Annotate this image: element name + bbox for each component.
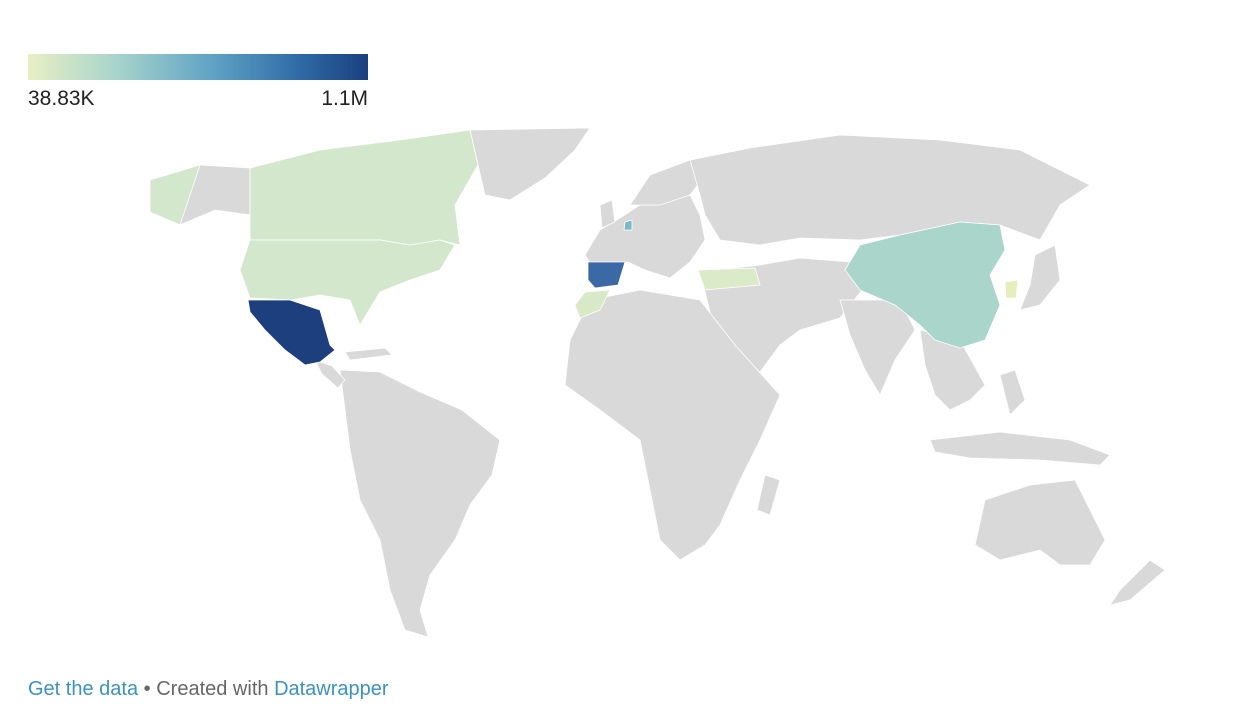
- region-indonesia[interactable]: [929, 431, 1111, 466]
- region-southeast-asia[interactable]: [919, 329, 986, 411]
- country-turkey[interactable]: [697, 267, 761, 291]
- region-central-america[interactable]: [314, 359, 346, 389]
- country-canada[interactable]: [249, 129, 479, 246]
- country-south-korea[interactable]: [1004, 279, 1019, 299]
- legend-max-label: 1.1M: [321, 87, 368, 110]
- country-netherlands[interactable]: [623, 219, 633, 231]
- country-mexico[interactable]: [247, 299, 336, 366]
- region-south-america[interactable]: [339, 369, 501, 638]
- region-russia[interactable]: [689, 134, 1091, 246]
- country-greenland[interactable]: [469, 127, 591, 201]
- footer: Get the data • Created with Datawrapper: [28, 678, 389, 701]
- legend-gradient-bar: [28, 54, 368, 80]
- country-philippines[interactable]: [999, 369, 1026, 416]
- color-legend: 38.83K 1.1M: [28, 54, 368, 113]
- country-india[interactable]: [839, 299, 916, 396]
- region-europe[interactable]: [584, 194, 706, 279]
- world-map: [0, 110, 1240, 650]
- region-africa[interactable]: [564, 289, 781, 561]
- country-new-zealand[interactable]: [1109, 559, 1166, 606]
- country-spain[interactable]: [587, 261, 626, 289]
- country-uk[interactable]: [599, 199, 616, 229]
- country-australia[interactable]: [974, 479, 1106, 566]
- country-china[interactable]: [844, 221, 1006, 349]
- datawrapper-link[interactable]: Datawrapper: [274, 678, 389, 700]
- legend-min-label: 38.83K: [28, 87, 95, 110]
- get-data-link[interactable]: Get the data: [28, 678, 139, 700]
- country-madagascar[interactable]: [756, 474, 781, 516]
- country-morocco[interactable]: [574, 289, 611, 319]
- region-caribbean[interactable]: [344, 347, 393, 361]
- world-map-svg: [149, 127, 1166, 638]
- created-with-text: Created with: [156, 678, 269, 700]
- footer-separator: •: [143, 678, 151, 700]
- country-japan[interactable]: [1019, 244, 1061, 311]
- country-united-states[interactable]: [149, 164, 456, 326]
